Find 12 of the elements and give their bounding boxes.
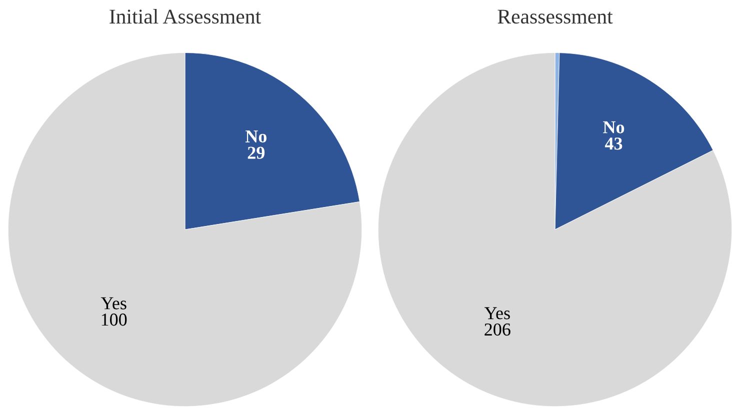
pie-slice <box>8 52 362 407</box>
slice-label: Yes <box>484 307 510 320</box>
pie-slice <box>378 52 732 407</box>
chart-title: Reassessment <box>498 10 613 24</box>
data-label: 43 <box>604 138 622 150</box>
slice-label: No <box>603 121 624 134</box>
data-label: 206 <box>484 323 510 336</box>
data-label: 100 <box>102 314 127 326</box>
chart-title: Initial Assessment <box>110 9 261 24</box>
slice-label: No <box>245 130 267 143</box>
data-label: 29 <box>248 146 265 159</box>
slice-label: Yes <box>100 297 126 310</box>
